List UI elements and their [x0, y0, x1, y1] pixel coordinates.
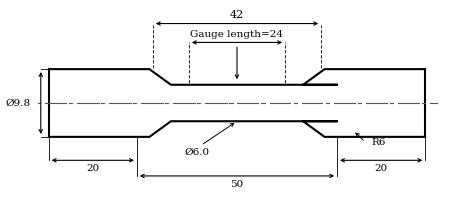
Text: 50: 50	[230, 180, 244, 189]
Text: Ø9.8: Ø9.8	[6, 98, 31, 108]
Text: 42: 42	[230, 10, 244, 20]
Text: 20: 20	[86, 164, 100, 173]
Text: Gauge length=24: Gauge length=24	[191, 30, 283, 39]
Text: R6: R6	[371, 138, 385, 147]
Text: 20: 20	[374, 164, 388, 173]
Text: Ø6.0: Ø6.0	[184, 148, 210, 157]
